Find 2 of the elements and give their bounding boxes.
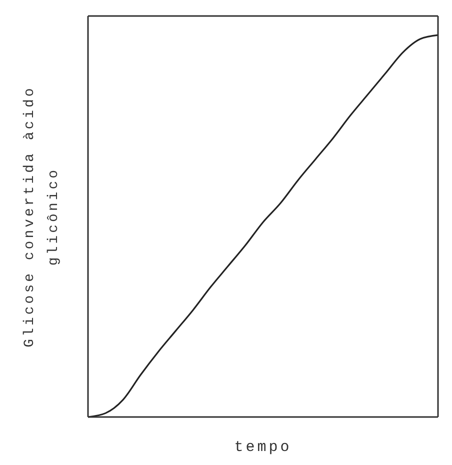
y-axis-title: Glicose convertida àcido glicônico bbox=[22, 86, 62, 348]
x-axis-title: tempo bbox=[234, 439, 292, 456]
